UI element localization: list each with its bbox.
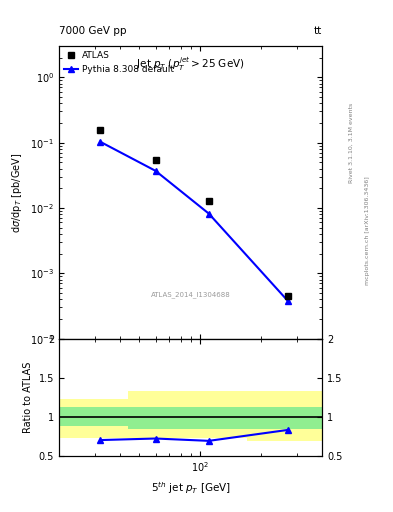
- ATLAS: [285, 293, 290, 299]
- Pythia 8.308 default: [285, 297, 290, 304]
- Line: Pythia 8.308 default: Pythia 8.308 default: [97, 138, 291, 304]
- Pythia 8.308 default: [153, 168, 158, 174]
- Text: mcplots.cern.ch [arXiv:1306.3436]: mcplots.cern.ch [arXiv:1306.3436]: [365, 176, 370, 285]
- Text: 7000 GeV pp: 7000 GeV pp: [59, 26, 127, 36]
- Pythia 8.308 default: [98, 139, 103, 145]
- Text: Jet $p_T$ ($p_T^{jet}>25$ GeV): Jet $p_T$ ($p_T^{jet}>25$ GeV): [136, 55, 245, 73]
- ATLAS: [98, 127, 103, 133]
- Legend: ATLAS, Pythia 8.308 default: ATLAS, Pythia 8.308 default: [62, 49, 176, 77]
- Text: tt: tt: [314, 26, 322, 36]
- X-axis label: $5^{th}$ jet $p_T$ [GeV]: $5^{th}$ jet $p_T$ [GeV]: [151, 480, 231, 496]
- ATLAS: [206, 198, 211, 204]
- Pythia 8.308 default: [206, 210, 211, 217]
- Text: Rivet 3.1.10, 3.1M events: Rivet 3.1.10, 3.1M events: [349, 103, 354, 183]
- Y-axis label: d$\sigma$/dp$_T$ [pb/GeV]: d$\sigma$/dp$_T$ [pb/GeV]: [10, 152, 24, 232]
- Text: ATLAS_2014_I1304688: ATLAS_2014_I1304688: [151, 291, 230, 298]
- Y-axis label: Ratio to ATLAS: Ratio to ATLAS: [23, 361, 33, 433]
- Line: ATLAS: ATLAS: [97, 126, 291, 300]
- ATLAS: [153, 157, 158, 163]
